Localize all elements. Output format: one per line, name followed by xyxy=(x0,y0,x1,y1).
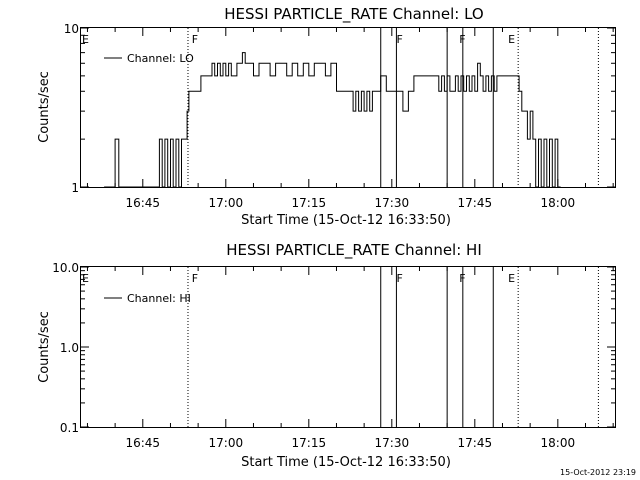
lo-x-axis-label: Start Time (15-Oct-12 16:33:50) xyxy=(241,213,451,228)
lo-x-tick-label: 16:45 xyxy=(125,196,160,210)
hi-x-tick-label: 17:45 xyxy=(458,436,493,450)
footer-timestamp: 15-Oct-2012 23:19 xyxy=(560,468,636,477)
hi-event-label: F xyxy=(192,272,198,285)
lo-x-tick-label: 17:30 xyxy=(375,196,410,210)
hi-x-tick-label: 17:15 xyxy=(292,436,327,450)
hi-y-tick-label: 10.0 xyxy=(52,261,79,275)
lo-y-tick-label: 10 xyxy=(64,22,79,36)
lo-chart-marks: 10 1 16:45 17:00 17:15 17:30 17:45 18:00 E F F F E xyxy=(64,22,615,210)
lo-x-tick-label: 17:45 xyxy=(458,196,493,210)
lo-x-tick-label: 17:15 xyxy=(292,196,327,210)
hi-event-label: E xyxy=(82,272,89,285)
hi-y-tick-label: 0.1 xyxy=(60,421,79,435)
lo-x-tick-label: 18:00 xyxy=(541,196,576,210)
hi-chart-title: HESSI PARTICLE_RATE Channel: HI xyxy=(226,241,482,260)
hi-y-tick-label: 1.0 xyxy=(60,341,79,355)
lo-y-axis-label: Counts/sec xyxy=(37,71,52,143)
lo-event-label: F xyxy=(192,33,198,46)
hi-plot-frame xyxy=(80,266,616,428)
hi-x-axis-label: Start Time (15-Oct-12 16:33:50) xyxy=(241,455,451,470)
hi-event-label: F xyxy=(459,272,465,285)
lo-event-label: F xyxy=(459,33,465,46)
hi-chart-marks: 10.0 1.0 0.1 16:45 17:00 17:15 17:30 17:45 18:00… xyxy=(52,261,615,450)
hi-event-label: E xyxy=(508,272,515,285)
hi-x-tick-label: 17:30 xyxy=(375,436,410,450)
lo-legend: Channel: LO xyxy=(104,52,194,65)
hi-event-label: F xyxy=(396,272,402,285)
lo-legend-label: Channel: LO xyxy=(127,52,194,65)
hi-legend: Channel: HI xyxy=(104,292,191,305)
lo-y-tick-label: 1 xyxy=(71,181,79,195)
hi-x-tick-label: 17:00 xyxy=(209,436,244,450)
hi-x-tick-label: 16:45 xyxy=(125,436,160,450)
lo-channel-panel: HESSI PARTICLE_RATE Channel: LO Counts/s… xyxy=(37,5,616,228)
lo-chart-title: HESSI PARTICLE_RATE Channel: LO xyxy=(224,5,483,24)
lo-event-label: E xyxy=(508,33,515,46)
hi-legend-label: Channel: HI xyxy=(127,292,191,305)
hi-x-tick-label: 18:00 xyxy=(541,436,576,450)
hi-channel-panel: HESSI PARTICLE_RATE Channel: HI Counts/s… xyxy=(37,241,616,470)
hi-y-axis-label: Counts/sec xyxy=(37,311,52,383)
lo-event-label: F xyxy=(396,33,402,46)
lo-plot-frame xyxy=(80,27,616,188)
lo-x-tick-label: 17:00 xyxy=(209,196,244,210)
lo-event-label: E xyxy=(82,33,89,46)
lo-series-line xyxy=(104,52,561,188)
